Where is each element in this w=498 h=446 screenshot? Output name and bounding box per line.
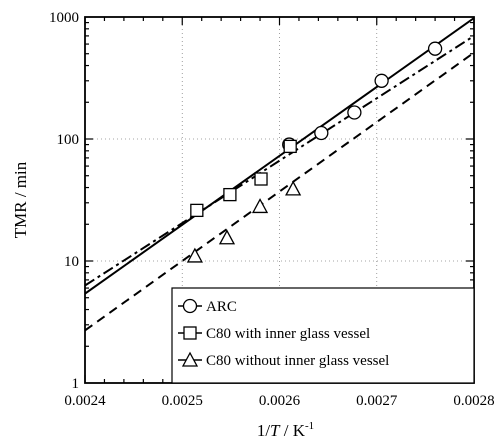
fit-lines	[85, 17, 474, 332]
x-tick-label: 0.0028	[453, 393, 494, 409]
data-markers	[186, 41, 443, 263]
x-tick-label: 0.0025	[162, 393, 203, 409]
x-axis-title-unit: / K	[280, 421, 306, 440]
x-tick-label: 0.0026	[259, 393, 301, 409]
fit-line-triangle	[85, 51, 474, 332]
legend: ARC C80 with inner glass vessel C80 withou…	[171, 287, 475, 384]
y-tick-label: 1000	[49, 10, 79, 26]
y-tick-label: 100	[57, 132, 80, 148]
legend-label: C80 without inner glass vessel	[206, 353, 389, 369]
legend-marker-square	[183, 326, 197, 340]
fit-line-circle	[85, 17, 474, 295]
data-point-circle	[374, 73, 389, 88]
data-point-triangle	[186, 247, 203, 263]
legend-marker-circle	[182, 298, 198, 314]
data-point-triangle	[218, 229, 236, 245]
data-point-square	[283, 139, 297, 154]
data-point-circle	[314, 125, 329, 141]
data-point-circle	[427, 41, 443, 56]
legend-label: ARC	[206, 299, 237, 315]
x-axis-title-prefix: 1/	[257, 421, 271, 440]
x-tick-label: 0.0024	[64, 393, 106, 409]
legend-label: C80 with inner glass vessel	[206, 326, 370, 342]
legend-marker-triangle	[181, 351, 199, 367]
axis-ticks: 0.0024 0.0025 0.0026 0.0027 0.0028 1 10 100 1000	[49, 10, 495, 409]
data-point-circle	[347, 105, 362, 120]
data-point-triangle	[285, 180, 302, 196]
y-tick-label: 10	[64, 254, 79, 270]
legend-box	[171, 287, 475, 384]
data-point-square	[254, 172, 268, 186]
data-point-triangle	[251, 198, 269, 214]
y-tick-label: 1	[72, 376, 80, 392]
y-axis-title: TMR / min	[11, 161, 30, 238]
data-point-square	[190, 203, 204, 218]
x-axis-title-var: T	[270, 421, 281, 440]
x-axis-title: 1/T / K-1	[257, 420, 314, 440]
data-point-square	[223, 187, 237, 202]
x-tick-label: 0.0027	[356, 393, 398, 409]
x-axis-title-sup: -1	[305, 420, 314, 432]
